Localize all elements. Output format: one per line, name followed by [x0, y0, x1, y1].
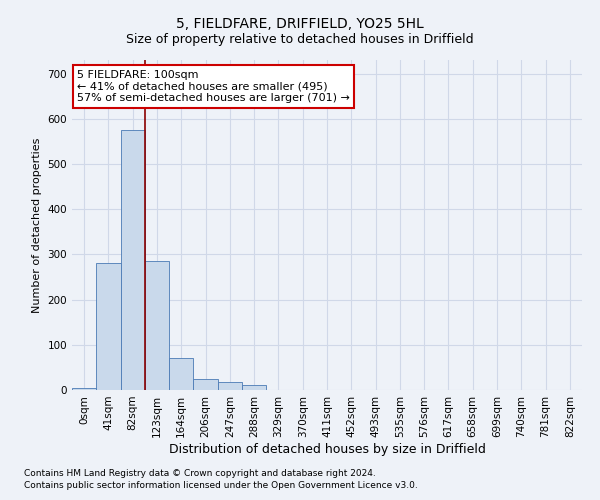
Bar [145, 261, 169, 390]
X-axis label: Distribution of detached houses by size in Driffield: Distribution of detached houses by size … [169, 442, 485, 456]
Y-axis label: Number of detached properties: Number of detached properties [32, 138, 42, 312]
Bar [96, 264, 121, 390]
Text: Contains HM Land Registry data © Crown copyright and database right 2024.: Contains HM Land Registry data © Crown c… [24, 468, 376, 477]
Bar [242, 386, 266, 390]
Text: Size of property relative to detached houses in Driffield: Size of property relative to detached ho… [126, 32, 474, 46]
Bar [169, 358, 193, 390]
Bar [218, 382, 242, 390]
Text: Contains public sector information licensed under the Open Government Licence v3: Contains public sector information licen… [24, 481, 418, 490]
Text: 5, FIELDFARE, DRIFFIELD, YO25 5HL: 5, FIELDFARE, DRIFFIELD, YO25 5HL [176, 18, 424, 32]
Bar [121, 130, 145, 390]
Bar [72, 388, 96, 390]
Text: 5 FIELDFARE: 100sqm
← 41% of detached houses are smaller (495)
57% of semi-detac: 5 FIELDFARE: 100sqm ← 41% of detached ho… [77, 70, 350, 103]
Bar [193, 378, 218, 390]
